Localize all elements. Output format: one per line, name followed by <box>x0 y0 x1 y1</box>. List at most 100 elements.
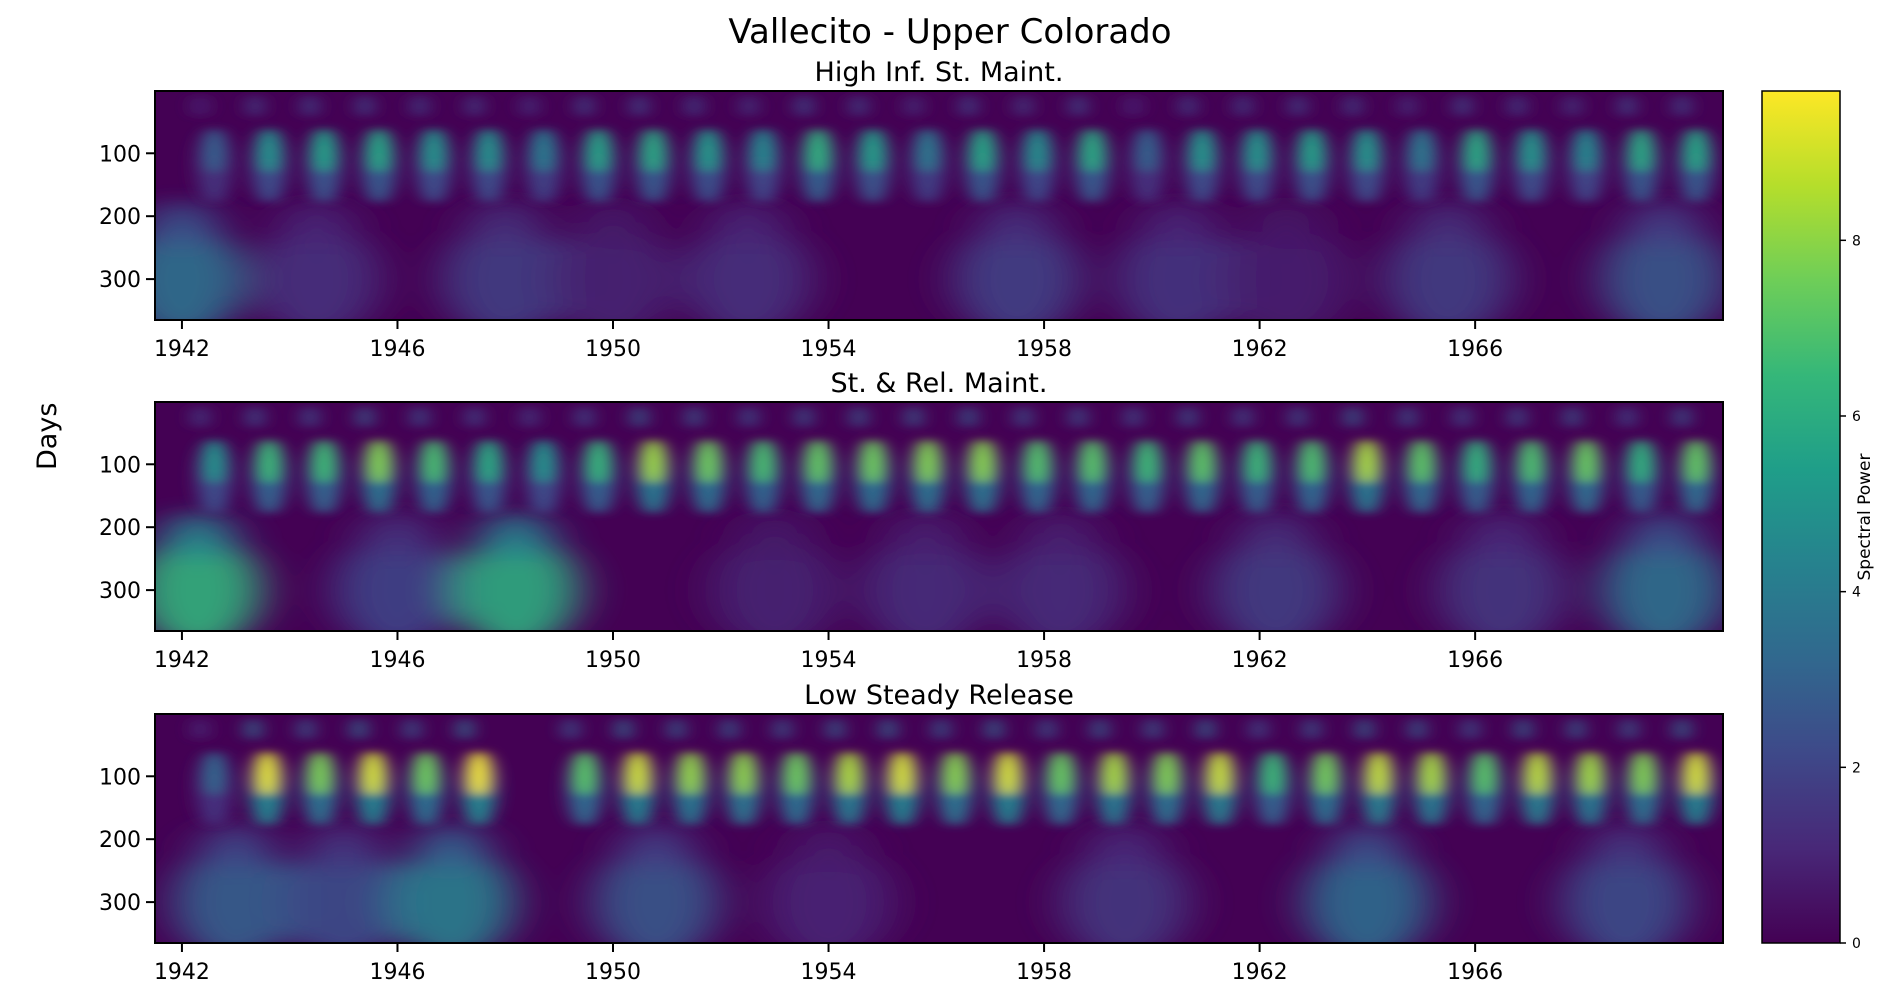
annual-power-peak <box>917 128 939 173</box>
sub-annual-power <box>458 718 471 741</box>
y-tick-label: 300 <box>99 268 141 293</box>
annual-power-peak <box>1191 128 1213 173</box>
x-tick-label: 1950 <box>585 337 641 362</box>
annual-power-peak <box>1136 439 1158 484</box>
sub-annual-power <box>1566 95 1579 118</box>
sub-annual-power <box>1292 406 1305 429</box>
sub-annual-power <box>359 406 372 429</box>
sub-annual-power <box>523 406 536 429</box>
y-axis-ticks: 100 200 300 <box>99 765 155 916</box>
annual-power-peak <box>1356 439 1378 484</box>
sub-annual-power <box>882 718 895 741</box>
annual-power-peak <box>1156 751 1178 796</box>
sub-annual-power <box>1346 406 1359 429</box>
x-tick-label: 1950 <box>585 648 641 673</box>
annual-power-peak <box>944 751 966 796</box>
low-frequency-plume-neck <box>1249 201 1324 251</box>
annual-power-peak <box>627 751 649 796</box>
sub-annual-power <box>1456 406 1469 429</box>
y-tick-label: 200 <box>99 516 141 541</box>
sub-annual-power <box>304 95 317 118</box>
annual-power-peak <box>1632 751 1654 796</box>
annual-power-peak <box>1246 128 1268 173</box>
low-frequency-plume-neck <box>360 512 435 562</box>
annual-power-peak <box>642 439 664 484</box>
annual-power-peak <box>362 751 384 796</box>
annual-power-peak <box>415 751 437 796</box>
annual-power-peak <box>1050 751 1072 796</box>
x-tick-label: 1958 <box>1016 960 1072 985</box>
low-frequency-plume-neck <box>1330 824 1405 874</box>
sub-annual-power <box>1252 718 1265 741</box>
annual-power-peak <box>256 751 278 796</box>
panel-high-inf-st-maint: High Inf. St. Maint. 1942 1946 1950 1954 195… <box>99 57 1726 362</box>
low-frequency-plume-neck <box>1626 512 1701 562</box>
annual-power-peak <box>203 439 225 484</box>
panel-low-steady-release: Low Steady Release 1942 1946 1950 1954 1958 1… <box>99 680 1723 985</box>
annual-power-peak <box>313 128 335 173</box>
x-axis-ticks: 1942 1946 1950 1954 1958 1962 1966 <box>154 943 1503 985</box>
annual-power-peak <box>368 128 390 173</box>
annual-power-peak <box>368 439 390 484</box>
low-frequency-plume-neck <box>710 201 785 251</box>
sub-annual-power <box>194 406 207 429</box>
x-tick-label: 1954 <box>801 960 857 985</box>
sub-annual-power <box>1094 718 1107 741</box>
x-tick-label: 1962 <box>1232 337 1288 362</box>
low-frequency-plume-neck <box>737 512 812 562</box>
y-tick-label: 100 <box>99 142 141 167</box>
y-tick-label: 100 <box>99 453 141 478</box>
sub-annual-power <box>300 718 313 741</box>
annual-power-peak <box>1411 128 1433 173</box>
x-tick-label: 1946 <box>369 960 425 985</box>
sub-annual-power <box>413 95 426 118</box>
annual-power-peak <box>1630 439 1652 484</box>
sub-annual-power <box>1199 718 1212 741</box>
sub-annual-power <box>935 718 948 741</box>
low-frequency-plume-neck <box>1588 824 1663 874</box>
sub-annual-power <box>304 406 317 429</box>
annual-power-peak <box>1685 128 1707 173</box>
low-frequency-plume-neck <box>478 512 553 562</box>
sub-annual-power <box>1621 95 1634 118</box>
annual-power-peak <box>1315 751 1337 796</box>
annual-power-peak <box>752 439 774 484</box>
panel-title: St. & Rel. Maint. <box>831 368 1048 399</box>
colorbar-tick-label: 0 <box>1852 936 1861 952</box>
sub-annual-power <box>359 95 372 118</box>
sub-annual-power <box>829 718 842 741</box>
sub-annual-power <box>798 95 811 118</box>
sub-annual-power <box>1237 406 1250 429</box>
low-frequency-plume-neck <box>414 824 489 874</box>
low-frequency-plume-neck <box>791 824 866 874</box>
x-tick-label: 1962 <box>1232 960 1288 985</box>
annual-power-peak <box>997 751 1019 796</box>
sub-annual-power <box>194 95 207 118</box>
sub-annual-power <box>962 406 975 429</box>
x-tick-label: 1954 <box>801 337 857 362</box>
sub-annual-power <box>564 718 577 741</box>
sub-annual-power <box>353 718 366 741</box>
annual-power-peak <box>680 751 702 796</box>
y-axis-ticks: 100 200 300 <box>99 142 155 293</box>
annual-power-peak <box>1356 128 1378 173</box>
sub-annual-power <box>688 95 701 118</box>
colorbar-ticks: 02468 <box>1840 233 1861 952</box>
low-frequency-plume-neck <box>1626 201 1701 251</box>
annual-power-peak <box>972 439 994 484</box>
sub-annual-power <box>1072 406 1085 429</box>
y-tick-label: 100 <box>99 765 141 790</box>
annual-power-peak <box>891 751 913 796</box>
annual-power-peak <box>785 751 807 796</box>
x-tick-label: 1966 <box>1447 337 1503 362</box>
annual-power-peak <box>697 128 719 173</box>
annual-power-peak <box>203 128 225 173</box>
annual-power-peak <box>1630 128 1652 173</box>
colorbar-label: Spectral Power <box>1855 454 1875 581</box>
heatmap-plot-area <box>135 402 1726 647</box>
sub-annual-power <box>578 406 591 429</box>
y-tick-label: 300 <box>99 579 141 604</box>
sub-annual-power <box>1517 718 1530 741</box>
annual-power-peak <box>1685 751 1707 796</box>
sub-annual-power <box>1237 95 1250 118</box>
